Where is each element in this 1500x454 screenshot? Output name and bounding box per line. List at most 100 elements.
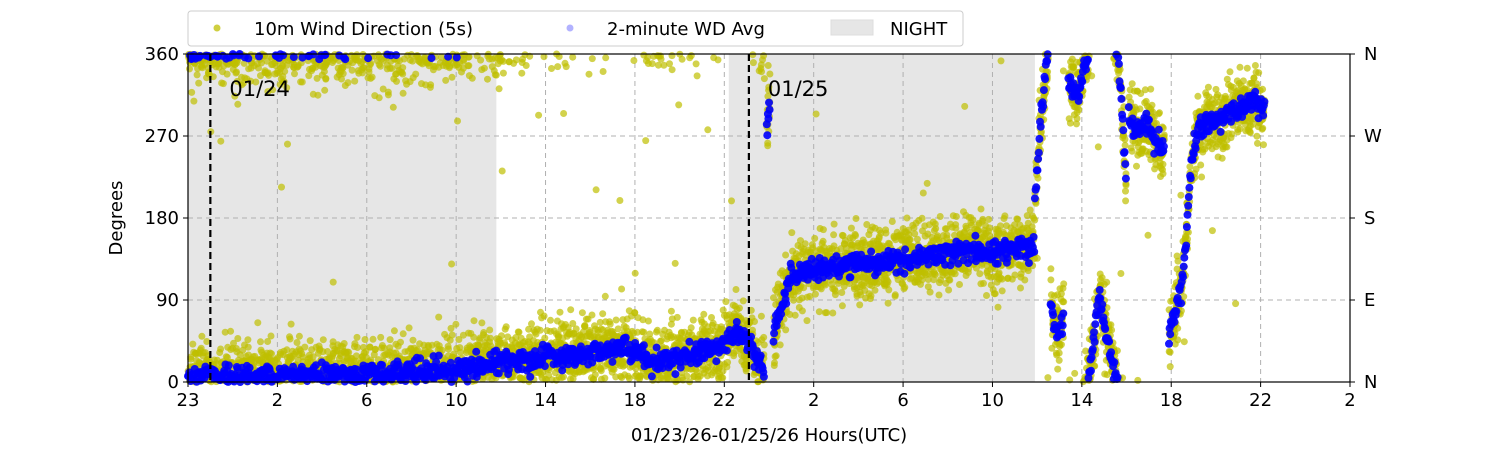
- wind-5s-point: [1160, 170, 1167, 177]
- wind-5s-point: [268, 333, 275, 340]
- wind-5s-point: [1177, 192, 1184, 199]
- wind-5s-point: [733, 286, 740, 293]
- wd-avg-point: [279, 51, 287, 59]
- wind-5s-point: [927, 289, 934, 296]
- wind-5s-point: [724, 359, 731, 366]
- wind-5s-point: [924, 180, 931, 187]
- wind-5s-point: [1160, 161, 1167, 168]
- wind-5s-point: [600, 68, 607, 75]
- wind-5s-point: [560, 110, 567, 117]
- wind-5s-point: [1167, 363, 1174, 370]
- wind-5s-point: [541, 335, 548, 342]
- wind-5s-point: [892, 291, 899, 298]
- wind-5s-point: [613, 317, 620, 324]
- wind-5s-point: [457, 349, 464, 356]
- wind-5s-point: [976, 270, 983, 277]
- wind-5s-point: [1103, 279, 1110, 286]
- wind-5s-point: [751, 318, 758, 325]
- wind-5s-point: [307, 337, 314, 344]
- wind-5s-point: [1259, 86, 1266, 93]
- wind-5s-point: [761, 341, 768, 348]
- wind-5s-point: [287, 336, 294, 343]
- wind-5s-point: [340, 70, 347, 77]
- wind-5s-point: [412, 71, 419, 78]
- wind-5s-point: [291, 70, 298, 77]
- wind-5s-point: [839, 302, 846, 309]
- wind-5s-point: [969, 217, 976, 224]
- wind-5s-point: [399, 71, 406, 78]
- wind-5s-point: [547, 317, 554, 324]
- wind-5s-point: [592, 371, 599, 378]
- wind-5s-point: [1198, 174, 1205, 181]
- wind-5s-point: [669, 66, 676, 73]
- wind-5s-point: [952, 270, 959, 277]
- wind-5s-point: [217, 138, 224, 145]
- wind-5s-point: [593, 186, 600, 193]
- wind-5s-point: [234, 101, 241, 108]
- wind-5s-point: [471, 317, 478, 324]
- wd-avg-point: [244, 54, 252, 62]
- wind-5s-point: [314, 92, 321, 99]
- wind-5s-point: [1167, 349, 1174, 356]
- wind-5s-point: [294, 339, 301, 346]
- wind-5s-point: [956, 281, 963, 288]
- wind-5s-point: [760, 52, 767, 59]
- wind-5s-point: [449, 332, 456, 339]
- wind-5s-point: [985, 216, 992, 223]
- wind-5s-point: [1133, 163, 1140, 170]
- wind-5s-point: [765, 62, 772, 69]
- wind-5s-point: [802, 240, 809, 247]
- wind-5s-point: [782, 252, 789, 259]
- wind-5s-point: [349, 67, 356, 74]
- wind-5s-point: [997, 222, 1004, 229]
- wind-5s-point: [946, 277, 953, 284]
- wind-5s-point: [978, 206, 985, 213]
- wind-5s-point: [1122, 197, 1129, 204]
- wind-5s-point: [560, 373, 567, 380]
- wind-5s-point: [321, 87, 328, 94]
- wind-5s-point: [740, 297, 747, 304]
- wind-5s-point: [186, 65, 193, 72]
- wind-5s-point: [1122, 188, 1129, 195]
- wind-5s-point: [832, 291, 839, 298]
- wind-5s-point: [812, 291, 819, 298]
- wind-5s-point: [351, 78, 358, 85]
- wind-5s-point: [907, 236, 914, 243]
- wind-5s-point: [486, 327, 493, 334]
- wind-5s-point: [281, 68, 288, 75]
- wind-5s-point: [227, 328, 234, 335]
- wind-5s-point: [1219, 155, 1226, 162]
- wind-5s-point: [1209, 227, 1216, 234]
- wind-5s-point: [1255, 69, 1262, 76]
- wind-5s-point: [234, 335, 241, 342]
- wind-5s-point: [244, 336, 251, 343]
- wind-5s-point: [1184, 236, 1191, 243]
- wind-5s-point: [385, 89, 392, 96]
- wind-5s-point: [642, 137, 649, 144]
- wind-5s-point: [500, 70, 507, 77]
- wind-5s-point: [758, 68, 765, 75]
- wind-5s-point: [1017, 285, 1024, 292]
- wind-5s-point: [722, 298, 729, 305]
- wind-5s-point: [719, 374, 726, 381]
- wind-5s-point: [406, 324, 413, 331]
- wind-5s-point: [1232, 300, 1239, 307]
- wind-5s-point: [435, 314, 442, 321]
- wind-5s-point: [190, 98, 197, 105]
- wind-5s-point: [1067, 120, 1074, 127]
- wind-5s-point: [853, 215, 860, 222]
- wind-5s-point: [602, 293, 609, 300]
- wind-5s-point: [632, 270, 639, 277]
- wind-5s-point: [672, 260, 679, 267]
- wind-5s-point: [1058, 341, 1065, 348]
- wind-5s-point: [811, 235, 818, 242]
- wind-5s-point: [674, 314, 681, 321]
- wind-5s-point: [548, 65, 555, 72]
- wind-5s-point: [322, 76, 329, 83]
- wind-5s-point: [658, 56, 665, 63]
- wind-5s-point: [848, 225, 855, 232]
- wind-5s-point: [1056, 357, 1063, 364]
- wind-5s-point: [831, 221, 838, 228]
- wind-5s-point: [773, 352, 780, 359]
